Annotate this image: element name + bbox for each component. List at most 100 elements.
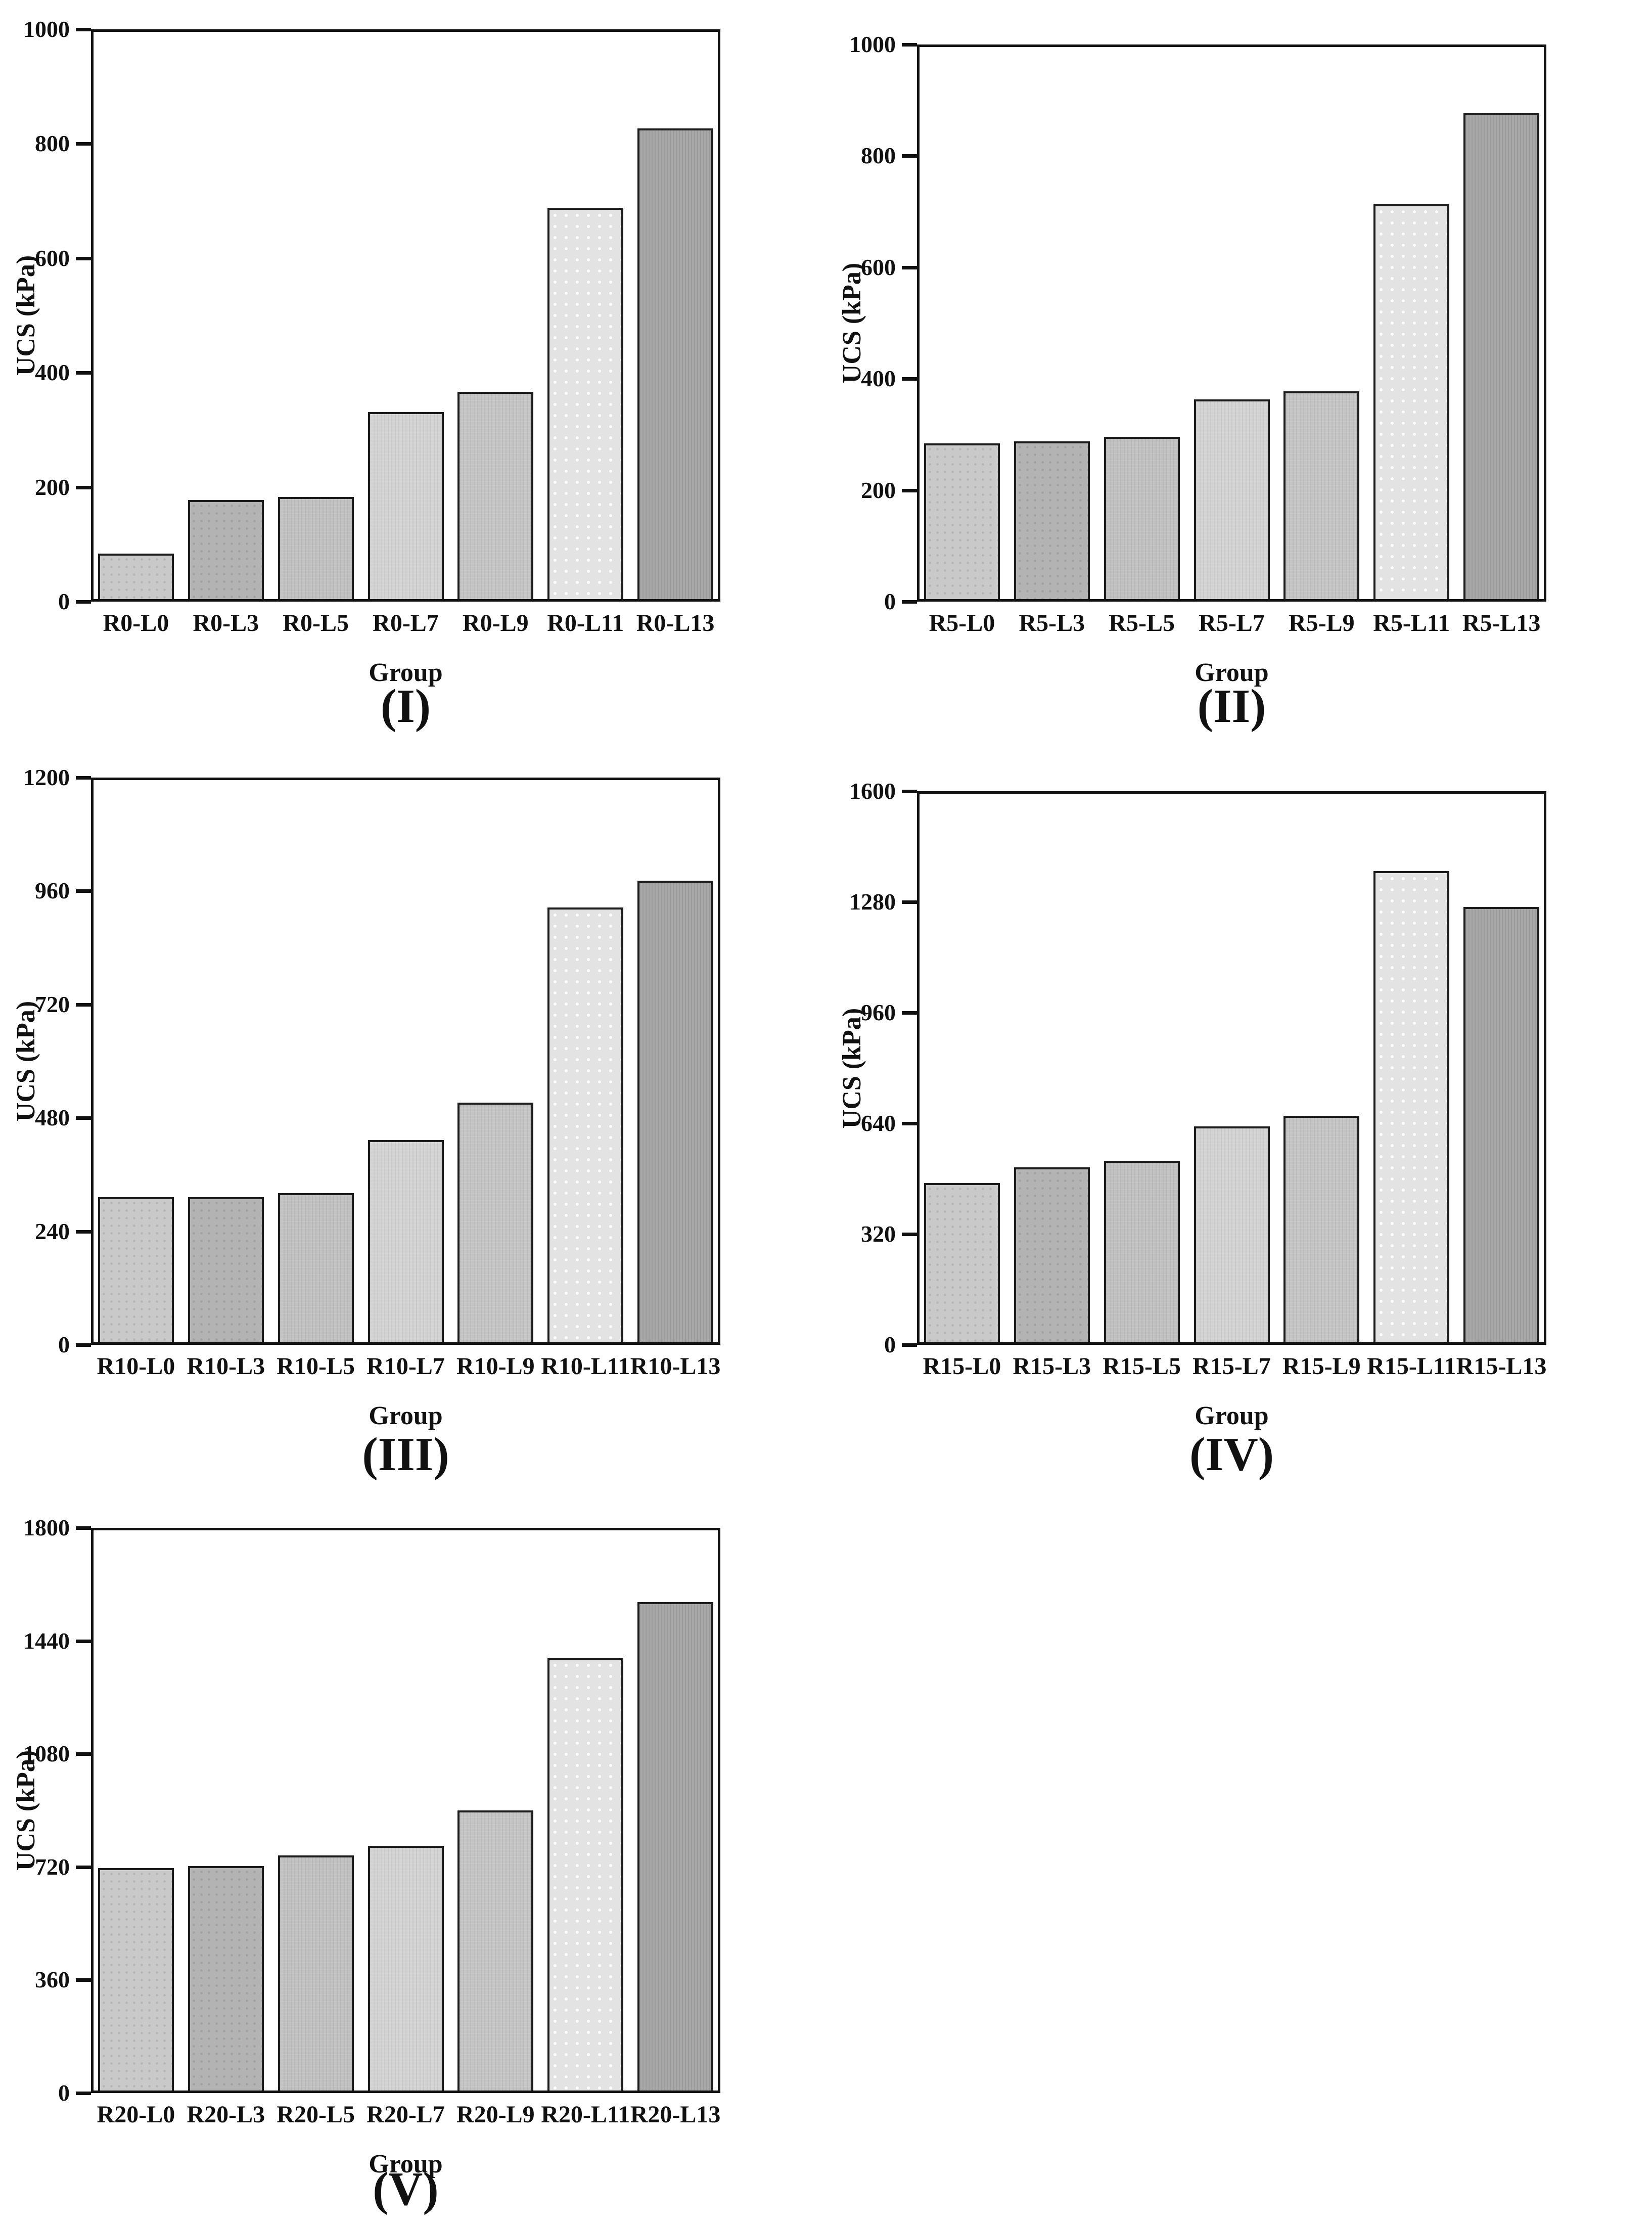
y-tick-mark-720: [76, 1003, 91, 1007]
bar-R20-L9: [457, 1810, 534, 2091]
x-axis-title: Group: [369, 1401, 443, 1430]
y-tick-label-1440: 1440: [23, 1627, 70, 1654]
plot-area: [91, 778, 720, 1345]
y-tick-mark-320: [902, 1233, 917, 1236]
y-tick-mark-960: [76, 889, 91, 893]
bar-R10-L5: [278, 1193, 354, 1342]
bar-R15-L5: [1104, 1161, 1180, 1342]
bar-R5-L9: [1283, 391, 1360, 599]
x-axis-title: Group: [1195, 658, 1269, 687]
y-axis-title: UCS (kPa): [12, 1750, 40, 1871]
bar-R20-L3: [188, 1866, 264, 2091]
x-tick-label-R20-L7: R20-L7: [366, 2101, 445, 2128]
x-tick-label-R5-L3: R5-L3: [1019, 610, 1085, 637]
y-tick-mark-0: [76, 600, 91, 604]
x-tick-label-R20-L3: R20-L3: [187, 2101, 265, 2128]
y-tick-label-960: 960: [861, 1000, 896, 1025]
bar-R15-L13: [1463, 907, 1540, 1342]
bar-R0-L13: [637, 128, 714, 599]
x-tick-label-R0-L3: R0-L3: [193, 610, 259, 637]
y-tick-label-1200: 1200: [23, 764, 70, 790]
chart-panel-III: 0 240 480 720 960 1200 R10-L0 R10-L3 R10-L5 R10-L…: [0, 743, 826, 1491]
bar-R0-L3: [188, 500, 264, 599]
y-tick-label-1600: 1600: [849, 778, 896, 804]
chart-panel-II: 0 200 400 600 800 1000 R5-L0 R5-L3 R5-L5 R5-L7 R5-…: [826, 0, 1652, 743]
y-tick-mark-960: [902, 1011, 917, 1015]
y-tick-label-1000: 1000: [23, 16, 70, 42]
bar-R15-L11: [1373, 871, 1450, 1342]
panel-label-V: (V): [373, 2163, 439, 2215]
x-tick-label-R0-L0: R0-L0: [103, 610, 169, 637]
y-tick-label-1800: 1800: [23, 1515, 70, 1540]
y-axis-title: UCS (kPa): [838, 262, 866, 384]
x-tick-label-R5-L11: R5-L11: [1373, 610, 1450, 637]
y-tick-mark-800: [902, 154, 917, 158]
bar-R5-L13: [1463, 113, 1540, 599]
x-tick-label-R15-L5: R15-L5: [1103, 1353, 1181, 1380]
y-tick-label-0: 0: [884, 588, 896, 614]
bar-R5-L5: [1104, 437, 1180, 599]
y-axis-title: UCS (kPa): [838, 1008, 866, 1128]
y-tick-label-200: 200: [35, 474, 70, 500]
y-tick-mark-480: [76, 1116, 91, 1120]
y-tick-mark-0: [902, 600, 917, 604]
y-tick-mark-1000: [902, 43, 917, 47]
x-tick-label-R5-L0: R5-L0: [929, 610, 995, 637]
y-tick-mark-200: [76, 485, 91, 489]
x-tick-label-R5-L7: R5-L7: [1199, 610, 1265, 637]
y-tick-label-720: 720: [35, 991, 70, 1017]
y-tick-mark-1440: [76, 1639, 91, 1643]
bar-R20-L5: [278, 1855, 354, 2091]
y-tick-label-400: 400: [35, 359, 70, 386]
y-tick-mark-1200: [76, 776, 91, 780]
y-tick-mark-1280: [902, 900, 917, 904]
x-tick-label-R20-L0: R20-L0: [97, 2101, 175, 2128]
y-tick-mark-240: [76, 1230, 91, 1234]
x-tick-label-R20-L13: R20-L13: [630, 2101, 721, 2128]
y-tick-mark-720: [76, 1865, 91, 1869]
x-axis-title: Group: [1195, 1401, 1269, 1430]
chart-panel-V: 0 360 720 1080 1440 1800 R20-L0 R20-L3 R20-L5 R20…: [0, 1491, 826, 2226]
x-tick-label-R0-L9: R0-L9: [463, 610, 529, 637]
y-tick-label-0: 0: [58, 1332, 70, 1357]
y-tick-label-800: 800: [35, 130, 70, 157]
x-tick-label-R10-L3: R10-L3: [187, 1353, 265, 1380]
y-tick-label-200: 200: [861, 477, 896, 503]
bar-R10-L0: [98, 1197, 174, 1342]
bar-R20-L11: [547, 1658, 624, 2091]
x-tick-label-R0-L5: R0-L5: [283, 610, 349, 637]
x-tick-label-R5-L5: R5-L5: [1109, 610, 1175, 637]
x-tick-label-R15-L13: R15-L13: [1456, 1353, 1547, 1380]
y-tick-label-360: 360: [35, 1967, 70, 1993]
y-axis-title: UCS (kPa): [12, 1001, 40, 1122]
x-tick-label-R15-L11: R15-L11: [1367, 1353, 1456, 1380]
y-tick-label-640: 640: [861, 1110, 896, 1136]
x-tick-label-R15-L0: R15-L0: [923, 1353, 1001, 1380]
x-axis-title: Group: [369, 658, 443, 687]
x-tick-label-R15-L9: R15-L9: [1282, 1353, 1361, 1380]
plot-area: [91, 29, 720, 602]
bar-R15-L3: [1014, 1167, 1090, 1342]
bar-R15-L0: [924, 1183, 1000, 1342]
y-tick-mark-600: [76, 256, 91, 260]
bar-R0-L5: [278, 497, 354, 599]
bar-R0-L11: [547, 208, 624, 599]
y-tick-label-320: 320: [861, 1221, 896, 1247]
bar-R10-L9: [457, 1103, 534, 1342]
x-tick-label-R10-L11: R10-L11: [541, 1353, 630, 1380]
x-tick-label-R0-L7: R0-L7: [373, 610, 439, 637]
bar-R0-L0: [98, 554, 174, 599]
y-tick-mark-0: [76, 2092, 91, 2095]
y-tick-mark-1800: [76, 1526, 91, 1530]
y-tick-label-960: 960: [35, 878, 70, 904]
y-tick-label-800: 800: [861, 143, 896, 169]
panel-label-III: (III): [362, 1428, 449, 1481]
bar-R10-L3: [188, 1197, 264, 1342]
y-tick-label-240: 240: [35, 1218, 70, 1244]
y-tick-mark-0: [902, 1343, 917, 1347]
y-tick-label-0: 0: [58, 2080, 70, 2106]
bar-R0-L7: [368, 412, 444, 599]
y-axis-title: UCS (kPa): [12, 255, 40, 376]
y-tick-label-1000: 1000: [849, 31, 896, 57]
